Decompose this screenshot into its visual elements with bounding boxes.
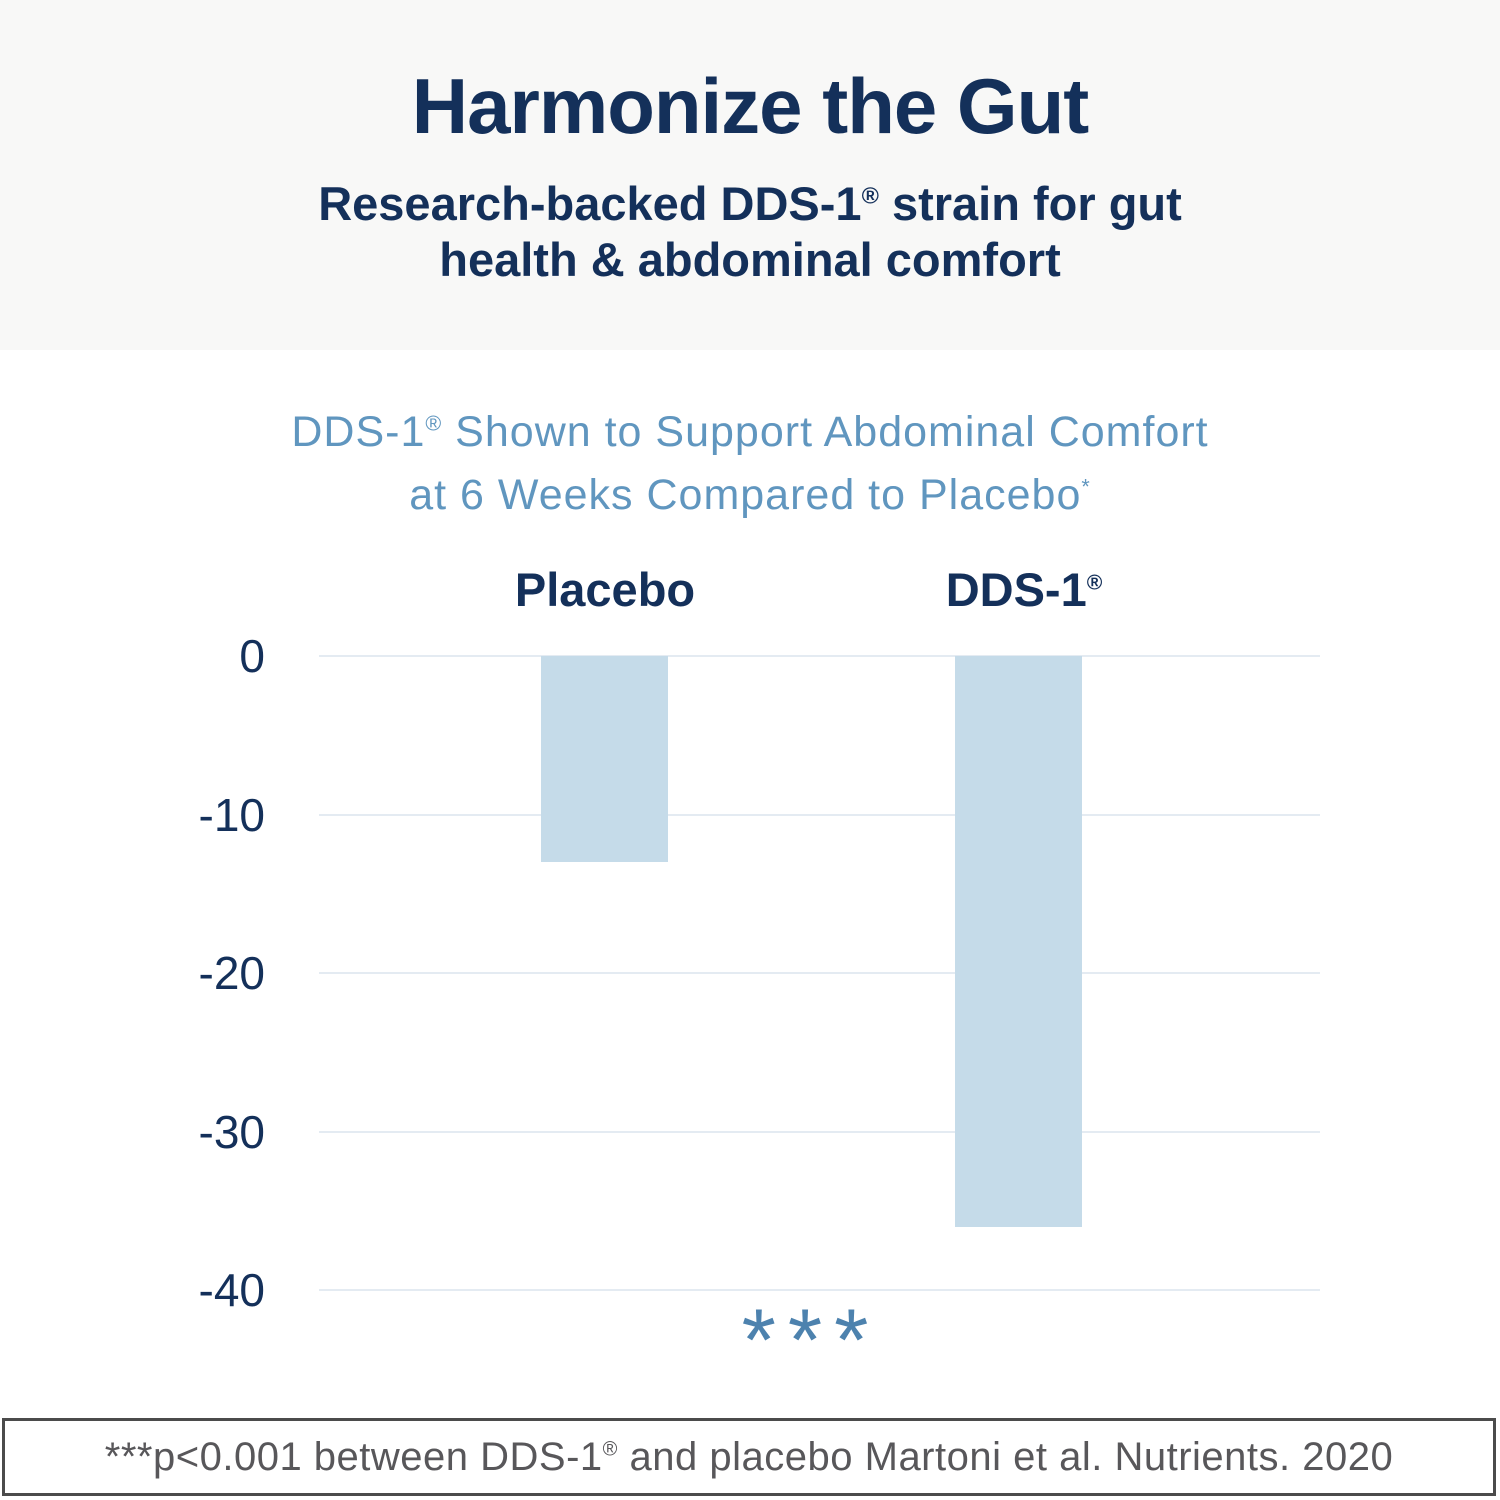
chart-title-line1-pre: DDS-1 [291, 408, 426, 456]
y-tick-label--10: -10 [198, 788, 265, 841]
subtitle-line1-post: strain for gut [878, 177, 1182, 230]
gridline--30 [319, 1130, 1320, 1133]
y-tick-label-0: 0 [239, 630, 265, 682]
gridline--40 [319, 1289, 1320, 1291]
y-tick-label--20: -20 [198, 947, 265, 999]
bar-label-dds-1: DDS-1® [946, 562, 1103, 617]
gridline-0 [319, 655, 1320, 657]
bar-label-placebo: Placebo [514, 563, 696, 616]
registered-mark: ® [425, 411, 443, 436]
chart-title: DDS-1® Shown to Support Abdominal Comfor… [0, 401, 1500, 527]
chart-title-line2: at 6 Weeks Compared to Placebo [409, 471, 1082, 519]
footnote-post: and placebo Martoni et al. Nutrients. 20… [617, 1434, 1394, 1479]
bar-placebo [541, 656, 668, 863]
bar-chart-plot-area [319, 655, 1320, 1291]
y-tick-label--30: -30 [198, 1105, 265, 1158]
page-subtitle: Research-backed DDS-1® strain for gut he… [0, 176, 1500, 288]
chart-title-line1-post: Shown to Support Abdominal Comfort [442, 408, 1209, 456]
gridline--10 [319, 813, 1320, 816]
footnote-text: ***p<0.001 between DDS-1® and placebo Ma… [105, 1435, 1393, 1480]
gridline--20 [319, 972, 1320, 974]
bar-dds-1 [955, 656, 1082, 1227]
subtitle-line1-pre: Research-backed DDS-1 [318, 177, 862, 230]
registered-mark: ® [602, 1438, 618, 1461]
header-band: Harmonize the Gut Research-backed DDS-1®… [0, 0, 1500, 350]
subtitle-line2: health & abdominal comfort [439, 233, 1061, 286]
footnote-box: ***p<0.001 between DDS-1® and placebo Ma… [2, 1418, 1496, 1496]
registered-mark: ® [861, 182, 879, 209]
significance-marker: *** [741, 1290, 881, 1389]
page-title: Harmonize the Gut [411, 62, 1089, 150]
registered-mark: ® [1086, 571, 1103, 595]
footnote-asterisk: * [1081, 474, 1091, 499]
footnote-pre: ***p<0.001 between DDS-1 [104, 1434, 603, 1479]
dds-label-text: DDS-1 [945, 563, 1087, 616]
y-tick-label--40: -40 [198, 1264, 265, 1316]
